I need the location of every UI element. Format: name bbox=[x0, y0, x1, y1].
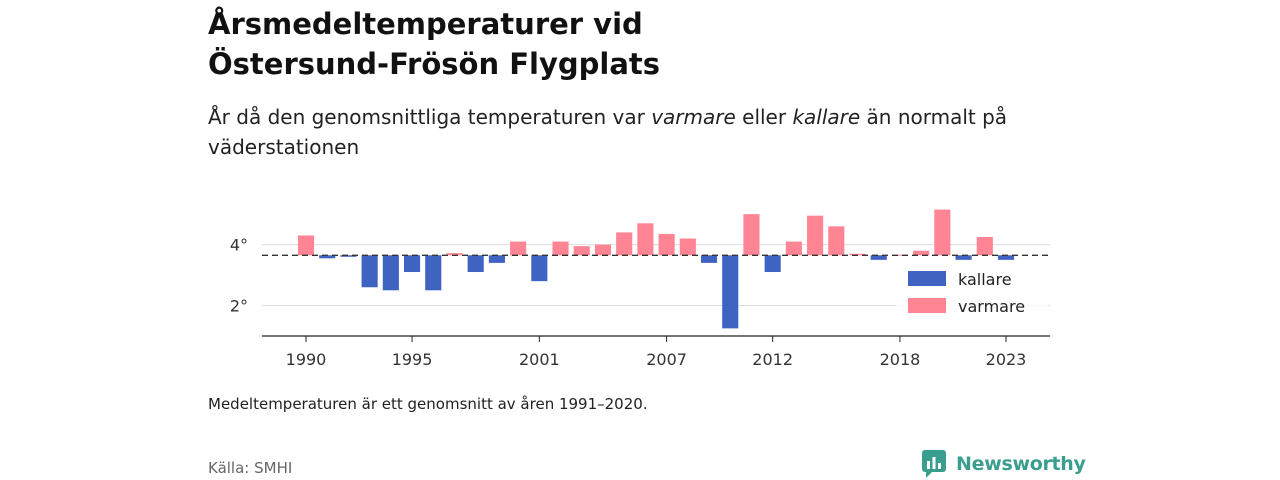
bar-varmare bbox=[743, 214, 760, 256]
bar-varmare bbox=[934, 209, 951, 256]
bar-kallare bbox=[361, 255, 378, 288]
bar-varmare bbox=[594, 244, 612, 256]
legend-label-varmare: varmare bbox=[958, 297, 1025, 316]
bar-kallare bbox=[340, 255, 357, 257]
bar-varmare bbox=[552, 241, 569, 256]
bar-varmare bbox=[679, 238, 696, 256]
chart-subtitle: År då den genomsnittliga temperaturen va… bbox=[208, 102, 1068, 162]
bar-kallare bbox=[382, 255, 399, 291]
subtitle-text-3: än normalt på väderstationen bbox=[208, 105, 1008, 159]
x-tick-label: 2023 bbox=[986, 350, 1027, 369]
x-tick-label: 2012 bbox=[752, 350, 793, 369]
bar-kallare bbox=[488, 255, 505, 263]
x-tick-label: 1990 bbox=[286, 350, 327, 369]
bar-varmare bbox=[807, 215, 824, 256]
newsworthy-brand-name: Newsworthy bbox=[956, 453, 1086, 475]
bar-kallare bbox=[467, 255, 484, 273]
bar-kallare bbox=[870, 255, 887, 260]
bar-varmare bbox=[785, 241, 802, 256]
chart-title-line-1: Årsmedeltemperaturer vid bbox=[208, 7, 643, 41]
x-tick-label: 2001 bbox=[519, 350, 560, 369]
x-tick-label: 2018 bbox=[880, 350, 921, 369]
bar-varmare bbox=[573, 246, 590, 256]
bar-kallare bbox=[764, 255, 781, 273]
legend-swatch-varmare bbox=[908, 298, 946, 313]
source-text: Källa: SMHI bbox=[208, 459, 293, 477]
newsworthy-logo-icon bbox=[922, 450, 946, 478]
x-tick-label: 1995 bbox=[392, 350, 433, 369]
bar-varmare bbox=[913, 250, 930, 256]
subtitle-text-2: eller bbox=[735, 105, 793, 129]
x-tick-label: 2007 bbox=[646, 350, 687, 369]
bar-varmare bbox=[849, 253, 866, 256]
chart-title-line-2: Östersund-Frösön Flygplats bbox=[208, 47, 661, 81]
subtitle-text-1: År då den genomsnittliga temperaturen va… bbox=[208, 105, 652, 129]
bar-varmare bbox=[446, 253, 463, 256]
bar-varmare bbox=[828, 226, 845, 256]
footnote: Medeltemperaturen är ett genomsnitt av å… bbox=[208, 395, 648, 413]
legend-swatch-kallare bbox=[908, 271, 946, 286]
subtitle-emphasis-kallare: kallare bbox=[792, 105, 861, 129]
bar-kallare bbox=[319, 255, 336, 259]
bar-varmare bbox=[297, 235, 315, 256]
bar-varmare bbox=[637, 223, 654, 256]
chart-title: Årsmedeltemperaturer vid Östersund-Frösö… bbox=[208, 4, 1068, 84]
bar-kallare bbox=[425, 255, 442, 291]
bar-varmare bbox=[891, 254, 908, 256]
bar-varmare bbox=[510, 241, 527, 256]
bar-kallare bbox=[722, 255, 739, 329]
y-tick-label: 4° bbox=[230, 236, 248, 255]
bar-varmare bbox=[616, 232, 633, 256]
bar-kallare bbox=[997, 255, 1015, 260]
bar-varmare bbox=[658, 233, 675, 256]
bar-varmare bbox=[976, 236, 993, 256]
newsworthy-logo: Newsworthy bbox=[922, 450, 1086, 478]
bar-kallare bbox=[955, 255, 972, 260]
bar-kallare bbox=[700, 255, 718, 263]
bar-kallare bbox=[531, 255, 548, 282]
bar-kallare bbox=[404, 255, 421, 273]
subtitle-emphasis-varmare: varmare bbox=[651, 105, 736, 129]
legend-label-kallare: kallare bbox=[958, 270, 1012, 289]
y-tick-label: 2° bbox=[230, 297, 248, 316]
